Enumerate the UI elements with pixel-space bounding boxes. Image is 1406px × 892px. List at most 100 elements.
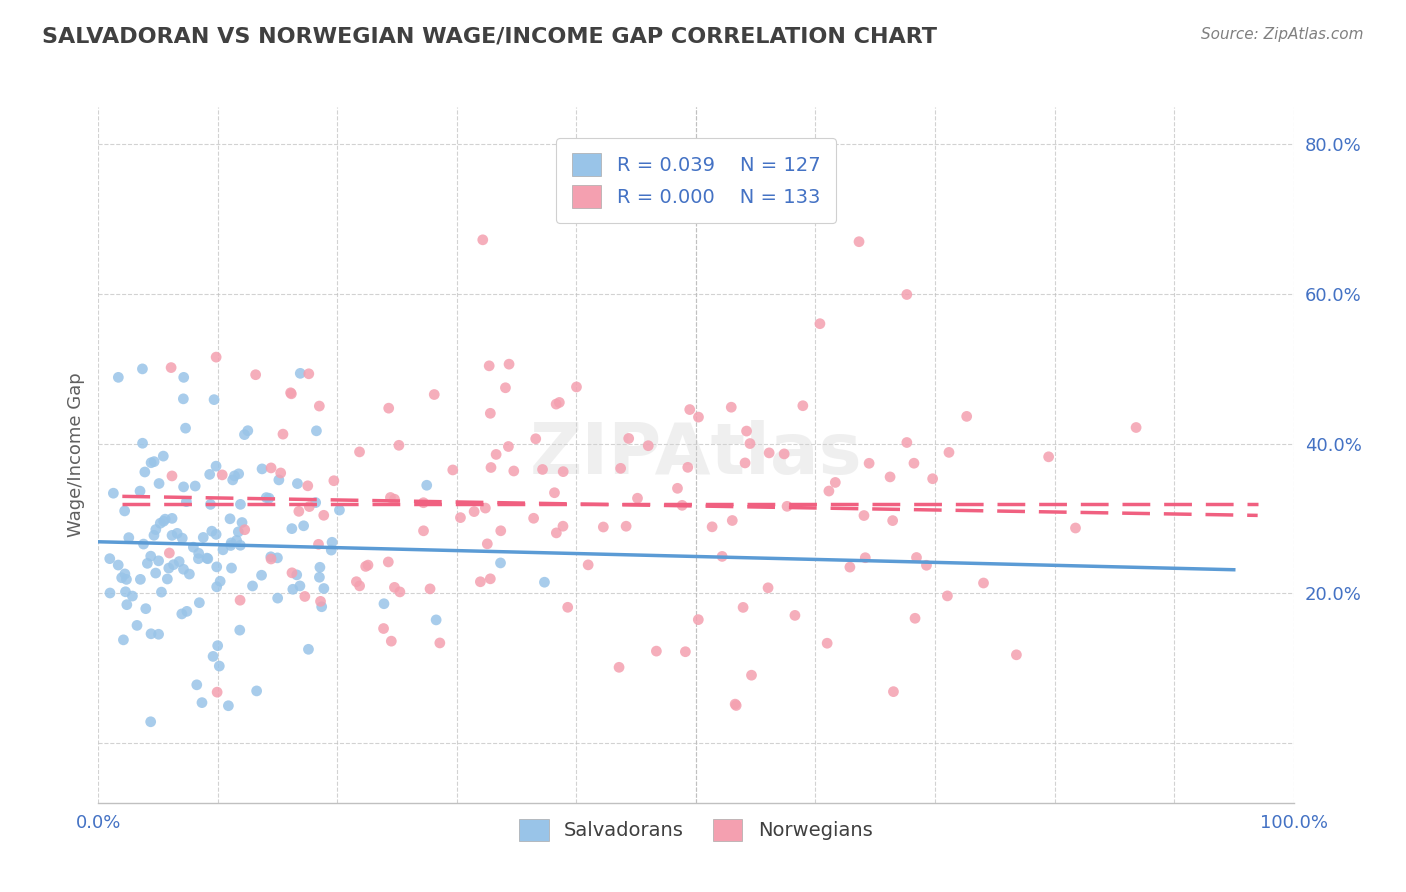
Salvadorans xyxy=(285,567,308,582)
Salvadorans xyxy=(288,579,311,593)
Norwegians xyxy=(380,491,402,505)
Norwegians xyxy=(412,524,434,538)
Salvadorans xyxy=(149,516,172,531)
Salvadorans xyxy=(139,456,162,470)
Norwegians xyxy=(824,475,846,490)
Salvadorans xyxy=(111,571,134,585)
Salvadorans xyxy=(229,538,252,552)
Salvadorans xyxy=(229,497,252,511)
Salvadorans xyxy=(152,449,174,463)
Salvadorans xyxy=(266,550,288,565)
Norwegians xyxy=(205,685,228,699)
Norwegians xyxy=(423,387,446,401)
Norwegians xyxy=(879,470,901,484)
Salvadorans xyxy=(176,494,198,508)
Salvadorans xyxy=(290,367,312,381)
Salvadorans xyxy=(115,573,138,587)
Salvadorans xyxy=(246,684,269,698)
Salvadorans xyxy=(139,549,162,563)
Salvadorans xyxy=(254,491,277,505)
Norwegians xyxy=(614,519,637,533)
Salvadorans xyxy=(136,557,159,571)
Norwegians xyxy=(679,402,702,417)
Salvadorans xyxy=(373,597,395,611)
Norwegians xyxy=(896,287,918,301)
Norwegians xyxy=(645,644,668,658)
Salvadorans xyxy=(233,427,256,442)
Salvadorans xyxy=(172,392,194,406)
Text: SALVADORAN VS NORWEGIAN WAGE/INCOME GAP CORRELATION CHART: SALVADORAN VS NORWEGIAN WAGE/INCOME GAP … xyxy=(42,27,938,46)
Salvadorans xyxy=(131,436,153,450)
Salvadorans xyxy=(187,546,209,560)
Salvadorans xyxy=(309,560,332,574)
Norwegians xyxy=(478,359,501,373)
Salvadorans xyxy=(257,491,280,506)
Norwegians xyxy=(384,580,406,594)
Salvadorans xyxy=(103,486,125,500)
Norwegians xyxy=(848,235,870,249)
Norwegians xyxy=(260,461,283,475)
Salvadorans xyxy=(489,556,512,570)
Norwegians xyxy=(783,608,806,623)
Norwegians xyxy=(818,483,841,498)
Salvadorans xyxy=(115,598,138,612)
Norwegians xyxy=(738,436,761,450)
Norwegians xyxy=(344,574,367,589)
Norwegians xyxy=(543,485,565,500)
Norwegians xyxy=(388,438,411,452)
Salvadorans xyxy=(312,582,335,596)
Norwegians xyxy=(233,523,256,537)
Salvadorans xyxy=(205,580,228,594)
Norwegians xyxy=(546,397,568,411)
Salvadorans xyxy=(212,542,235,557)
Norwegians xyxy=(498,357,520,371)
Norwegians xyxy=(700,520,723,534)
Norwegians xyxy=(288,504,311,518)
Norwegians xyxy=(905,550,928,565)
Norwegians xyxy=(711,549,734,564)
Salvadorans xyxy=(209,574,232,589)
Norwegians xyxy=(903,456,925,470)
Norwegians xyxy=(725,698,748,713)
Norwegians xyxy=(280,385,302,400)
Salvadorans xyxy=(118,531,141,545)
Salvadorans xyxy=(242,579,264,593)
Salvadorans xyxy=(250,462,273,476)
Salvadorans xyxy=(205,459,228,474)
Salvadorans xyxy=(250,568,273,582)
Norwegians xyxy=(388,585,411,599)
Norwegians xyxy=(896,435,918,450)
Norwegians xyxy=(479,406,502,420)
Norwegians xyxy=(449,510,471,524)
Norwegians xyxy=(776,500,799,514)
Y-axis label: Wage/Income Gap: Wage/Income Gap xyxy=(66,373,84,537)
Norwegians xyxy=(853,550,876,565)
Norwegians xyxy=(471,233,494,247)
Norwegians xyxy=(735,424,758,438)
Salvadorans xyxy=(153,512,176,526)
Norwegians xyxy=(349,445,371,459)
Salvadorans xyxy=(225,533,247,548)
Norwegians xyxy=(576,558,599,572)
Norwegians xyxy=(551,519,574,533)
Salvadorans xyxy=(281,522,304,536)
Norwegians xyxy=(915,558,938,573)
Salvadorans xyxy=(297,642,319,657)
Norwegians xyxy=(734,456,756,470)
Norwegians xyxy=(294,590,316,604)
Norwegians xyxy=(297,479,319,493)
Norwegians xyxy=(463,505,485,519)
Norwegians xyxy=(688,410,710,425)
Norwegians xyxy=(531,462,554,476)
Text: Source: ZipAtlas.com: Source: ZipAtlas.com xyxy=(1201,27,1364,42)
Salvadorans xyxy=(219,536,242,550)
Salvadorans xyxy=(221,473,243,487)
Norwegians xyxy=(666,481,689,495)
Salvadorans xyxy=(219,512,242,526)
Salvadorans xyxy=(148,476,170,491)
Norwegians xyxy=(546,525,568,540)
Norwegians xyxy=(479,460,502,475)
Norwegians xyxy=(609,461,631,475)
Norwegians xyxy=(956,409,979,424)
Salvadorans xyxy=(208,659,231,673)
